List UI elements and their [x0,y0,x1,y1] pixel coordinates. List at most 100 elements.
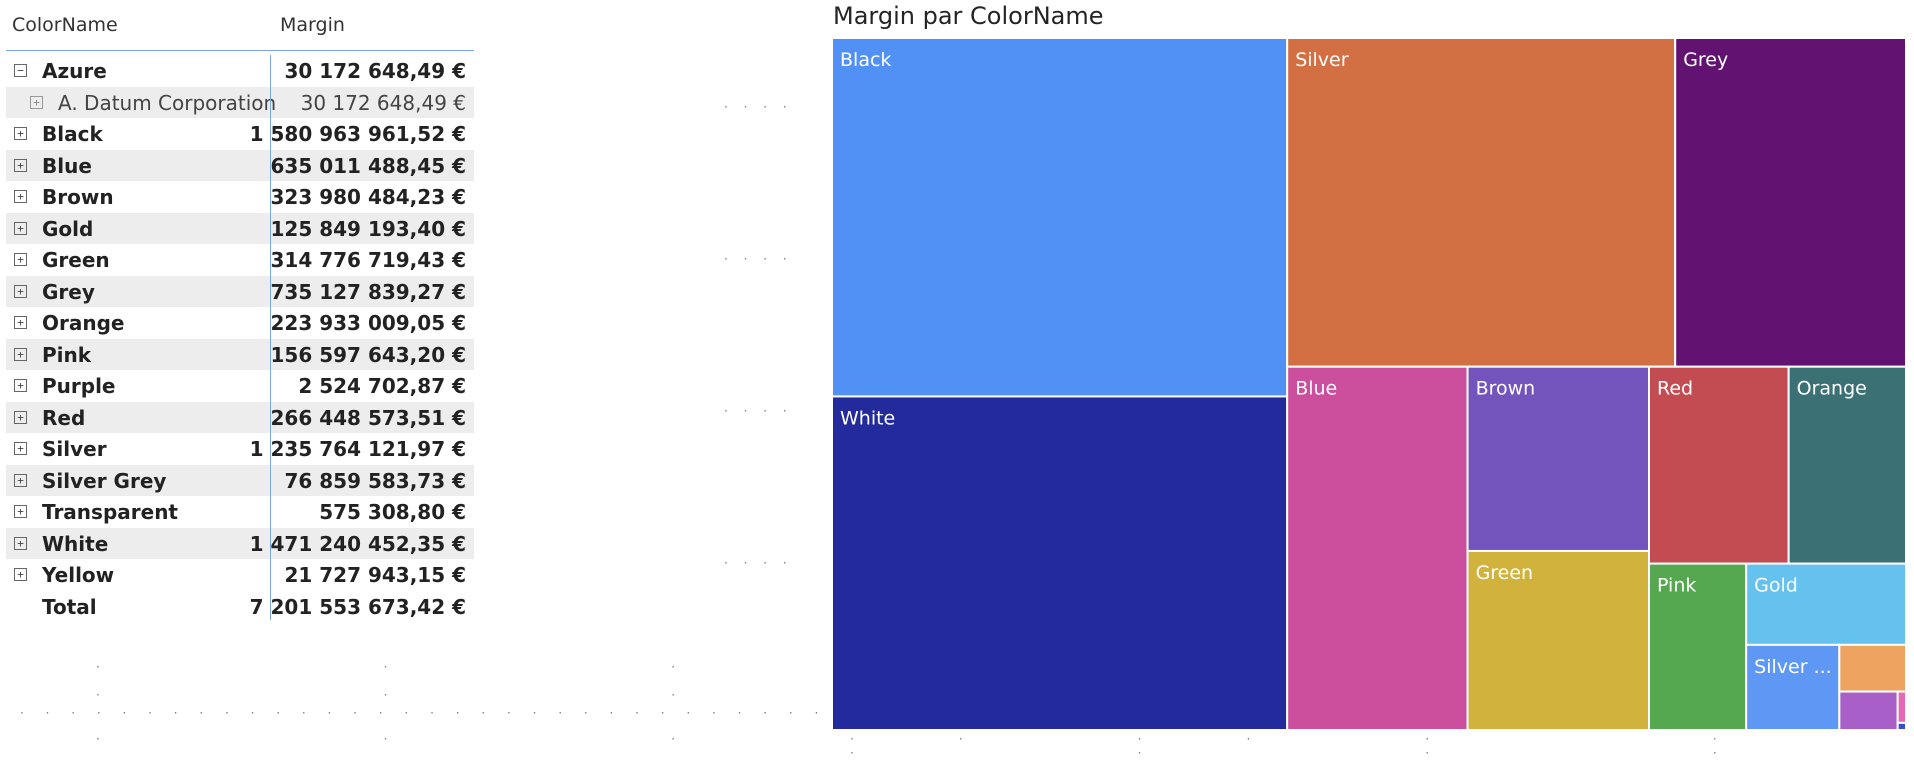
expand-icon[interactable]: + [14,379,27,392]
row-value: 314 776 719,43 € [270,248,466,272]
treemap-tile-transparent[interactable] [1896,721,1906,730]
expand-icon[interactable]: + [14,316,27,329]
matrix-row[interactable]: + Grey 735 127 839,27 € [6,275,474,307]
row-label: A. Datum Corporation [58,90,277,115]
row-label: Transparent [42,500,178,524]
treemap-tile-azure[interactable] [1838,643,1906,693]
dotted-guide: · · · · · · · · · · · · · · · · · · · · … [20,706,1033,720]
treemap-rect-white[interactable] [832,395,1289,730]
expand-icon[interactable]: + [14,347,27,361]
column-header-margin[interactable]: Margin [280,14,345,36]
matrix-row[interactable]: − Azure 30 172 648,49 € [6,55,474,87]
matrix-row[interactable]: + Blue 635 011 488,45 € [6,149,474,181]
expand-icon[interactable]: + [14,190,27,203]
treemap-label-silver-grey: Silver ... [1754,656,1832,678]
treemap-label-silver: Silver [1295,49,1349,71]
treemap-tile-pink[interactable]: Pink [1648,562,1748,730]
row-value: 156 597 643,20 € [270,342,466,367]
matrix-row[interactable]: + White 1 471 240 452,35 € [6,527,474,559]
matrix-row[interactable]: + Pink 156 597 643,20 € [6,338,474,370]
treemap-rect-transparent[interactable] [1896,721,1906,730]
treemap-tile-yellow[interactable] [1838,690,1899,730]
matrix-row[interactable]: + Black 1 580 963 961,52 € [6,118,474,150]
treemap-rect-yellow[interactable] [1838,690,1899,730]
expand-icon[interactable]: + [14,536,27,550]
row-label: Purple [42,374,116,398]
row-value: 1 580 963 961,52 € [249,122,466,146]
matrix-row[interactable]: + Transparent 575 308,80 € [6,496,474,528]
row-label: Brown [42,185,114,209]
treemap-tile-grey[interactable]: Grey [1674,38,1906,368]
expand-icon[interactable]: + [14,568,27,581]
row-label: Silver Grey [42,468,167,493]
treemap-label-gold: Gold [1754,575,1798,597]
dotted-guide: · · · · [724,556,793,570]
treemap-tile-black[interactable]: Black [832,38,1289,398]
treemap-rect-orange[interactable] [1787,365,1906,565]
treemap-rect-red[interactable] [1648,365,1790,565]
treemap-tile-silver[interactable]: Silver [1286,38,1677,368]
matrix-row[interactable]: + Silver 1 235 764 121,97 € [6,433,474,465]
treemap-tile-white[interactable]: White [832,395,1289,730]
matrix-visual: ColorName Margin [0,0,480,51]
treemap-tile-gold[interactable]: Gold [1745,562,1906,646]
matrix-row[interactable]: + Brown 323 980 484,23 € [6,181,474,213]
row-label: Green [42,248,110,272]
row-value: 223 933 009,05 € [270,311,466,335]
treemap-label-brown: Brown [1476,378,1536,400]
row-label: Orange [42,311,125,335]
row-label: Yellow [42,563,115,587]
matrix-row[interactable]: + Purple 2 524 702,87 € [6,370,474,402]
treemap-rect-silver[interactable] [1286,38,1677,368]
treemap-rect-grey[interactable] [1674,38,1906,368]
treemap-title: Margin par ColorName [833,2,1104,30]
treemap-rect-silver-grey[interactable] [1745,643,1841,730]
matrix-row[interactable]: + Orange 223 933 009,05 € [6,307,474,339]
expand-icon[interactable]: + [30,95,43,109]
row-label: Pink [42,342,92,367]
row-label: Red [42,405,86,430]
matrix-row[interactable]: + Silver Grey 76 859 583,73 € [6,464,474,496]
treemap-rect-purple[interactable] [1896,690,1906,724]
treemap-rect-green[interactable] [1466,549,1651,730]
treemap-label-green: Green [1476,562,1534,584]
treemap-tile-green[interactable]: Green [1466,549,1651,730]
expand-icon[interactable]: + [14,221,27,235]
row-value: 76 859 583,73 € [284,468,466,493]
treemap-rect-pink[interactable] [1648,562,1748,730]
expand-icon[interactable]: + [14,158,27,172]
column-header-colorname[interactable]: ColorName [12,14,118,36]
matrix-child-row[interactable]: + A. Datum Corporation 30 172 648,49 € [6,86,474,118]
treemap-label-black: Black [840,49,891,71]
matrix-row[interactable]: + Red 266 448 573,51 € [6,401,474,433]
treemap-rect-blue[interactable] [1286,365,1469,730]
total-label: Total [42,594,97,619]
expand-icon[interactable]: + [14,410,27,424]
matrix-row[interactable]: + Yellow 21 727 943,15 € [6,559,474,591]
row-value: 266 448 573,51 € [270,405,466,430]
treemap-tile-silver-grey[interactable]: Silver ... [1745,643,1841,730]
treemap-tile-red[interactable]: Red [1648,365,1790,565]
treemap-tile-orange[interactable]: Orange [1787,365,1906,565]
treemap-label-orange: Orange [1797,378,1867,400]
treemap-tile-brown[interactable]: Brown [1466,365,1651,552]
collapse-icon[interactable]: − [14,64,27,77]
matrix-header: ColorName Margin [6,0,474,51]
expand-icon[interactable]: + [14,253,27,266]
expand-icon[interactable]: + [14,127,27,140]
total-value: 7 201 553 673,42 € [249,594,466,619]
treemap-tile-purple[interactable] [1896,690,1906,724]
treemap-rect-gold[interactable] [1745,562,1906,646]
expand-icon[interactable]: + [14,473,27,487]
expand-icon[interactable]: + [14,284,27,298]
row-label: Black [42,122,103,146]
expand-icon[interactable]: + [14,505,27,518]
expand-icon[interactable]: + [14,442,27,455]
row-value: 125 849 193,40 € [270,216,466,241]
column-divider [270,55,271,620]
treemap-rect-black[interactable] [832,38,1289,398]
matrix-row[interactable]: + Gold 125 849 193,40 € [6,212,474,244]
matrix-row[interactable]: + Green 314 776 719,43 € [6,244,474,276]
treemap-rect-azure[interactable] [1838,643,1906,693]
treemap-tile-blue[interactable]: Blue [1286,365,1469,730]
